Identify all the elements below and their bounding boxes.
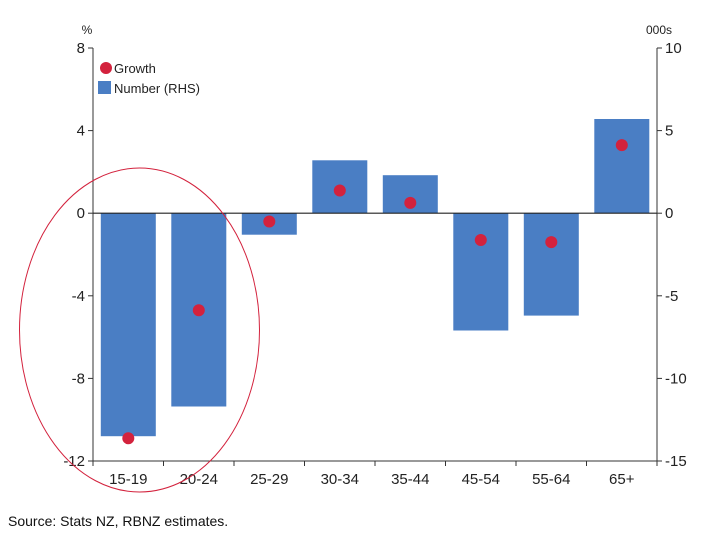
dot-20-24 (192, 304, 205, 317)
legend-label-growth: Growth (114, 61, 156, 76)
axes-layer: 8 4 0 -4 -8 -12 10 5 0 -5 -10 -15 15-19 20-24 25-29 30-… (63, 23, 686, 488)
dot-65+ (615, 139, 628, 152)
dot-25-29 (263, 215, 276, 228)
x-tick-label: 30-34 (321, 471, 359, 488)
legend-bar-swatch (98, 81, 111, 94)
dot-35-44 (404, 196, 417, 209)
legend-dot-marker (100, 62, 112, 74)
x-tick-label: 35-44 (391, 471, 429, 488)
right-tick-label: -15 (665, 453, 687, 470)
annotation-layer (19, 167, 260, 493)
left-axis-unit: % (82, 23, 93, 37)
dot-30-34 (333, 184, 346, 197)
left-tick-label: 4 (77, 123, 85, 140)
bar-55-64 (523, 213, 579, 316)
right-tick-label: -10 (665, 370, 687, 387)
right-tick-label: 10 (665, 40, 682, 57)
bar-15-19 (100, 213, 156, 437)
legend: Growth Number (RHS) (98, 61, 200, 96)
legend-label-number: Number (RHS) (114, 81, 200, 96)
dot-15-19 (122, 432, 135, 445)
left-tick-label: 0 (77, 205, 85, 222)
left-tick-label: -12 (63, 453, 85, 470)
right-axis-unit: 000s (646, 23, 672, 37)
x-tick-label: 45-54 (462, 471, 500, 488)
x-tick-label: 20-24 (180, 471, 218, 488)
bar-45-54 (453, 213, 509, 331)
left-tick-label: -8 (72, 370, 85, 387)
source-note: Source: Stats NZ, RBNZ estimates. (8, 513, 229, 529)
right-tick-label: 5 (665, 123, 673, 140)
left-tick-label: 8 (77, 40, 85, 57)
right-tick-label: 0 (665, 205, 673, 222)
dot-55-64 (545, 236, 558, 249)
dots-layer (122, 139, 628, 445)
x-tick-label: 55-64 (532, 471, 570, 488)
x-tick-label: 15-19 (109, 471, 147, 488)
x-tick-label: 65+ (609, 471, 635, 488)
bars-layer (100, 119, 650, 437)
right-tick-label: -5 (665, 288, 678, 305)
highlight-ellipse (19, 167, 260, 493)
left-tick-label: -4 (72, 288, 85, 305)
x-tick-label: 25-29 (250, 471, 288, 488)
dot-45-54 (474, 234, 487, 246)
bar-65+ (594, 119, 650, 214)
